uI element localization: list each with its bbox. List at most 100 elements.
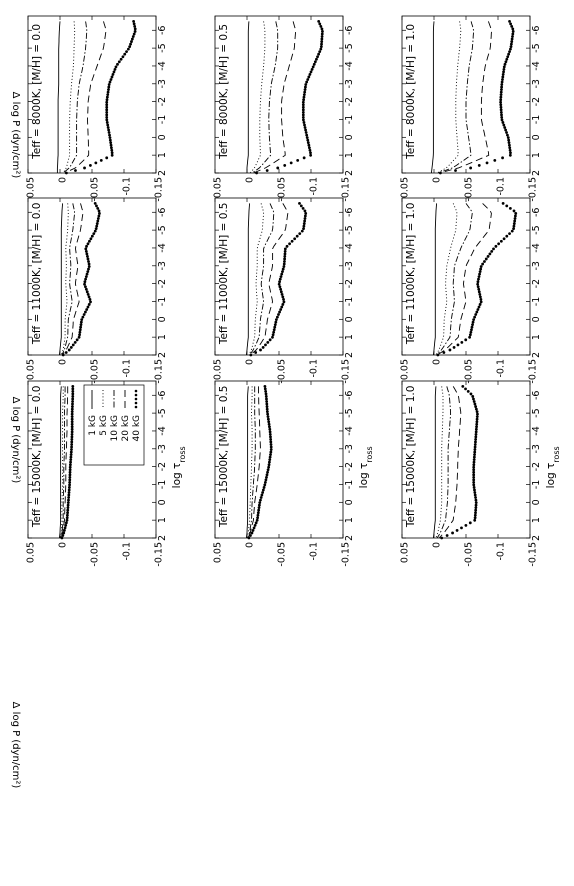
series-point bbox=[476, 282, 480, 286]
x-tick-label: 2 bbox=[344, 352, 355, 358]
series-point bbox=[506, 133, 509, 137]
series-point bbox=[474, 435, 478, 439]
series-point bbox=[448, 348, 452, 352]
series-point bbox=[65, 513, 69, 517]
series-point bbox=[494, 244, 498, 248]
series-point bbox=[257, 508, 261, 512]
series-point bbox=[66, 503, 70, 507]
series-point bbox=[312, 62, 316, 66]
series-point bbox=[454, 169, 457, 172]
series-line bbox=[438, 386, 462, 539]
series-point bbox=[282, 300, 286, 304]
series-point bbox=[477, 275, 481, 279]
series-point bbox=[479, 300, 483, 304]
series-point bbox=[271, 333, 275, 337]
series-point bbox=[69, 450, 73, 454]
series-point bbox=[468, 521, 472, 525]
series-point bbox=[70, 443, 74, 446]
series-point bbox=[252, 526, 256, 530]
series-point bbox=[110, 148, 114, 152]
x-tick-label: 1 bbox=[531, 517, 542, 523]
series-point bbox=[254, 351, 258, 354]
series-point bbox=[289, 161, 293, 165]
x-tick-label: 2 bbox=[344, 170, 355, 176]
series-point bbox=[476, 280, 480, 284]
series-point bbox=[481, 262, 485, 266]
series-point bbox=[471, 395, 475, 398]
x-tick-label: -6 bbox=[157, 208, 168, 217]
series-line bbox=[251, 21, 279, 174]
series-point bbox=[484, 257, 488, 261]
series-point bbox=[302, 224, 306, 228]
y-tick-label: 0 bbox=[432, 542, 443, 548]
series-point bbox=[67, 498, 70, 502]
series-point bbox=[84, 275, 88, 279]
series-point bbox=[488, 252, 492, 256]
panel: Teff = 8000K, [M/H] = 1.0 0.05 0 -0.05 -0.1 -… bbox=[400, 15, 542, 202]
series-point bbox=[106, 93, 110, 97]
y-tick-label: -0.1 bbox=[122, 359, 133, 378]
series-point bbox=[261, 491, 265, 494]
series-point bbox=[476, 285, 480, 289]
series-point bbox=[70, 435, 74, 439]
series-point bbox=[473, 493, 477, 497]
panels: Teff = 8000K, [M/H] = 0.0 0.05 0 -0.05 -0.1 -… bbox=[26, 15, 561, 567]
series-point bbox=[266, 468, 270, 472]
x-tick-label: -1 bbox=[157, 480, 168, 489]
series-point bbox=[71, 402, 74, 406]
series-point bbox=[500, 118, 504, 122]
series-point bbox=[283, 247, 287, 251]
series-point bbox=[261, 488, 265, 492]
series-point bbox=[265, 407, 269, 411]
series-point bbox=[265, 397, 268, 401]
x-tick-label: -1 bbox=[157, 297, 168, 306]
series-point bbox=[94, 161, 98, 165]
series-point bbox=[105, 95, 109, 99]
series-line bbox=[432, 203, 438, 356]
series-point bbox=[492, 247, 495, 251]
series-line bbox=[58, 386, 62, 539]
series-point bbox=[502, 65, 506, 69]
series-point bbox=[272, 328, 276, 332]
x-tick-label: -1 bbox=[531, 480, 542, 489]
series-point bbox=[64, 521, 68, 525]
x-tick-label: 0 bbox=[531, 499, 542, 505]
series-point bbox=[268, 432, 272, 436]
series-point bbox=[107, 85, 111, 89]
y-tick-label: 0 bbox=[58, 542, 69, 548]
series-point bbox=[98, 212, 101, 215]
series-point bbox=[110, 153, 114, 157]
series-point bbox=[510, 25, 514, 28]
x-tick-label: -4 bbox=[531, 426, 542, 435]
series-point bbox=[75, 338, 79, 342]
y-tick-label: 0.05 bbox=[400, 177, 411, 198]
series-point bbox=[105, 110, 109, 114]
series-point bbox=[265, 475, 268, 479]
series-point bbox=[466, 390, 470, 393]
series-point bbox=[62, 531, 66, 535]
series-point bbox=[301, 115, 305, 119]
series-point bbox=[67, 491, 71, 494]
series-point bbox=[83, 280, 87, 284]
series-point bbox=[309, 70, 313, 74]
series-point bbox=[512, 224, 516, 228]
x-tick-label: -2 bbox=[157, 97, 168, 106]
series-point bbox=[70, 445, 73, 449]
series-point bbox=[87, 267, 90, 271]
panel-title: Teff = 8000K, [M/H] = 0.5 bbox=[218, 24, 230, 160]
series-point bbox=[501, 75, 505, 79]
series-point bbox=[500, 85, 504, 89]
series-point bbox=[88, 297, 92, 301]
x-tick-label: 2 bbox=[344, 535, 355, 541]
series-point bbox=[250, 531, 254, 535]
series-point bbox=[267, 422, 271, 426]
series-point bbox=[309, 153, 313, 157]
series-point bbox=[474, 407, 478, 411]
series-point bbox=[84, 277, 87, 281]
series-point bbox=[508, 232, 511, 236]
series-point bbox=[255, 171, 258, 175]
series-point bbox=[320, 40, 324, 43]
series-point bbox=[69, 453, 73, 456]
x-tick-label: -4 bbox=[157, 61, 168, 70]
x-tick-label: -3 bbox=[344, 261, 355, 270]
